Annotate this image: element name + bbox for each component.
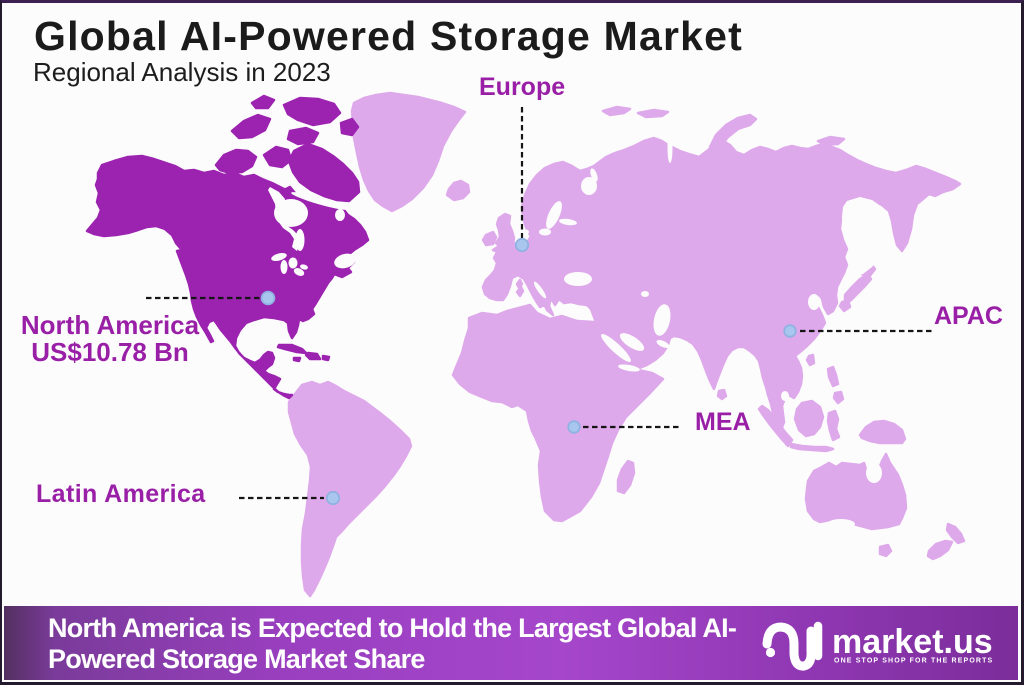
svg-text:market.us: market.us	[832, 623, 993, 661]
svg-text:ONE STOP SHOP FOR THE REPORTS: ONE STOP SHOP FOR THE REPORTS	[834, 658, 993, 665]
